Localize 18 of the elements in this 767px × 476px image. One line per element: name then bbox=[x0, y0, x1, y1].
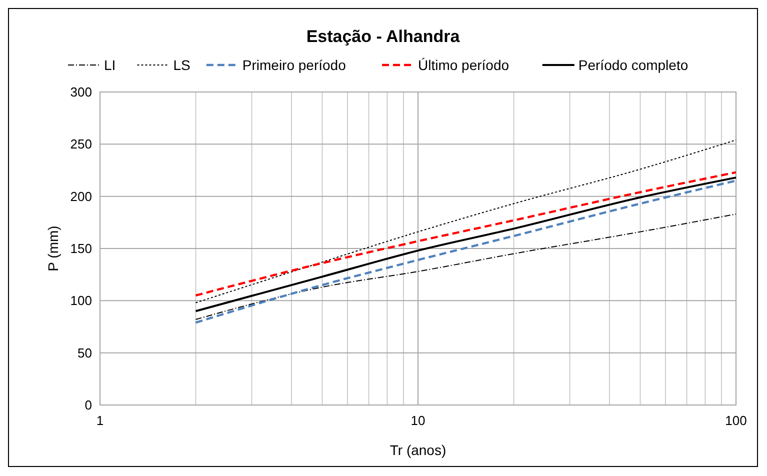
x-tick-label: 1 bbox=[96, 413, 104, 428]
chart-title: Estação - Alhandra bbox=[306, 27, 460, 46]
legend-label: Último período bbox=[418, 57, 510, 73]
x-axis-title: Tr (anos) bbox=[390, 442, 446, 458]
y-tick-label: 150 bbox=[70, 241, 92, 256]
y-tick-label: 200 bbox=[70, 188, 92, 204]
y-tick-label: 100 bbox=[70, 293, 92, 308]
y-tick-label: 300 bbox=[70, 84, 92, 100]
y-tick-label: 250 bbox=[70, 136, 92, 152]
y-axis-title: P (mm) bbox=[45, 226, 61, 272]
legend-label: LI bbox=[104, 57, 116, 73]
legend-label: Primeiro período bbox=[242, 57, 346, 73]
x-tick-label: 100 bbox=[725, 413, 747, 428]
y-tick-label: 50 bbox=[78, 345, 92, 360]
x-tick-label: 10 bbox=[410, 413, 426, 428]
y-tick-label: 0 bbox=[84, 398, 92, 412]
legend-label: LS bbox=[173, 57, 190, 73]
legend-label: Período completo bbox=[578, 57, 688, 73]
